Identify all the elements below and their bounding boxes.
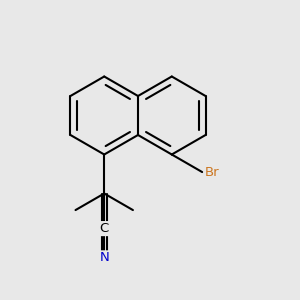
Text: Br: Br <box>205 166 219 178</box>
Text: C: C <box>100 222 109 235</box>
Text: N: N <box>99 251 109 264</box>
